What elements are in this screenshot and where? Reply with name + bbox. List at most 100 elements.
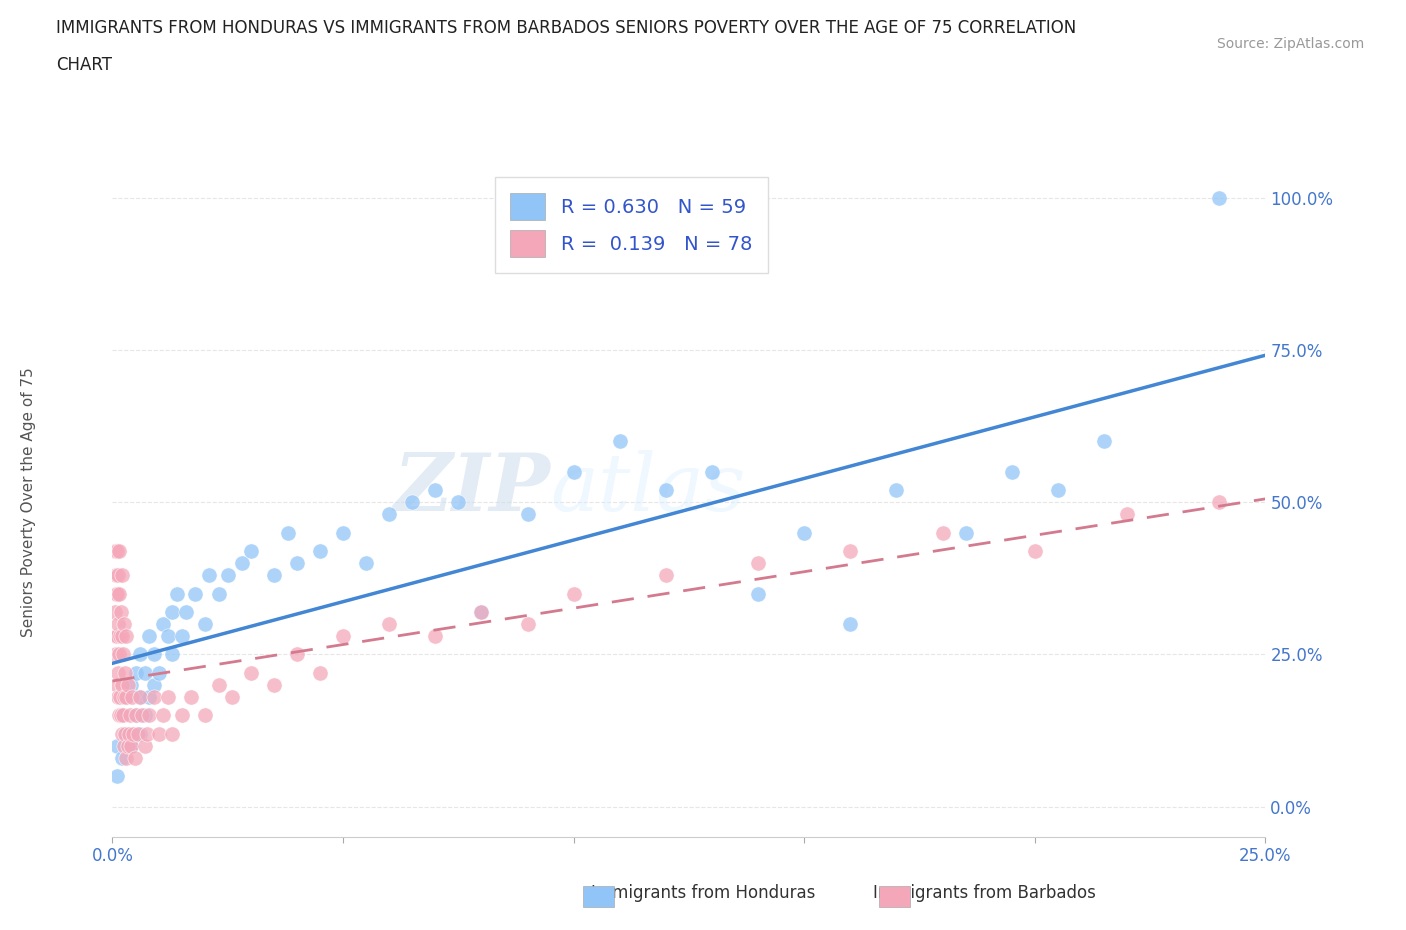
Point [110,629,132,644]
Point [231,555,253,570]
Point [162,604,184,619]
Point [184,586,207,601]
Point [221,689,243,704]
Point [217,568,239,583]
Point [1208,191,1230,206]
Point [332,629,354,644]
Point [609,434,631,449]
Point [138,689,160,704]
Point [1092,434,1115,449]
Point [562,464,585,479]
Point [332,525,354,540]
Point [114,665,136,680]
Point [134,665,156,680]
Point [120,738,142,753]
Point [108,543,131,558]
Point [839,543,862,558]
Point [170,629,193,644]
Point [194,708,217,723]
Point [115,689,138,704]
Point [143,689,166,704]
Point [285,647,308,662]
Point [111,677,134,692]
Point [148,665,170,680]
Point [136,726,159,741]
Point [120,677,142,692]
Point [516,507,538,522]
Point [1046,483,1069,498]
Point [111,629,134,644]
Point [118,708,141,723]
Text: CHART: CHART [56,56,112,73]
Point [124,665,146,680]
Point [143,647,166,662]
Point [127,726,149,741]
Point [354,555,377,570]
Point [129,689,152,704]
Point [105,738,128,753]
Point [793,525,815,540]
Point [112,617,135,631]
Point [115,689,138,704]
Point [162,726,184,741]
Point [174,604,197,619]
Point [378,617,401,631]
Point [129,726,152,741]
Legend: R = 0.630   N = 59, R =  0.139   N = 78: R = 0.630 N = 59, R = 0.139 N = 78 [495,177,768,273]
Point [285,555,308,570]
Point [747,586,769,601]
Point [309,543,332,558]
Point [117,726,139,741]
Point [105,647,128,662]
Point [931,525,953,540]
Point [562,586,585,601]
Point [104,604,127,619]
Point [105,677,128,692]
Point [105,586,128,601]
Point [378,507,401,522]
Point [108,708,131,723]
Point [117,677,139,692]
Text: Immigrants from Barbados: Immigrants from Barbados [873,884,1095,902]
Point [104,543,127,558]
Text: IMMIGRANTS FROM HONDURAS VS IMMIGRANTS FROM BARBADOS SENIORS POVERTY OVER THE AG: IMMIGRANTS FROM HONDURAS VS IMMIGRANTS F… [56,19,1077,36]
Point [120,738,142,753]
Point [111,708,134,723]
Point [111,708,134,723]
Point [115,629,138,644]
Point [115,751,138,765]
Point [239,665,262,680]
Point [955,525,977,540]
Point [112,689,135,704]
Text: Immigrants from Honduras: Immigrants from Honduras [591,884,815,902]
Point [105,586,128,601]
Point [401,495,423,510]
Point [107,617,129,631]
Point [839,617,862,631]
Point [108,586,131,601]
Point [138,629,160,644]
Point [1001,464,1024,479]
Point [134,708,156,723]
Point [447,495,470,510]
Text: Source: ZipAtlas.com: Source: ZipAtlas.com [1216,37,1364,51]
Point [111,726,134,741]
Point [105,769,128,784]
Point [104,629,127,644]
Point [156,689,179,704]
Point [107,568,129,583]
Point [207,586,229,601]
Point [194,617,217,631]
Point [309,665,332,680]
Point [124,751,146,765]
Point [207,677,229,692]
Point [114,726,136,741]
Text: Seniors Poverty Over the Age of 75: Seniors Poverty Over the Age of 75 [21,367,35,637]
Point [156,629,179,644]
Point [162,647,184,662]
Point [148,726,170,741]
Point [111,751,134,765]
Point [655,483,678,498]
Point [110,604,132,619]
Point [425,483,447,498]
